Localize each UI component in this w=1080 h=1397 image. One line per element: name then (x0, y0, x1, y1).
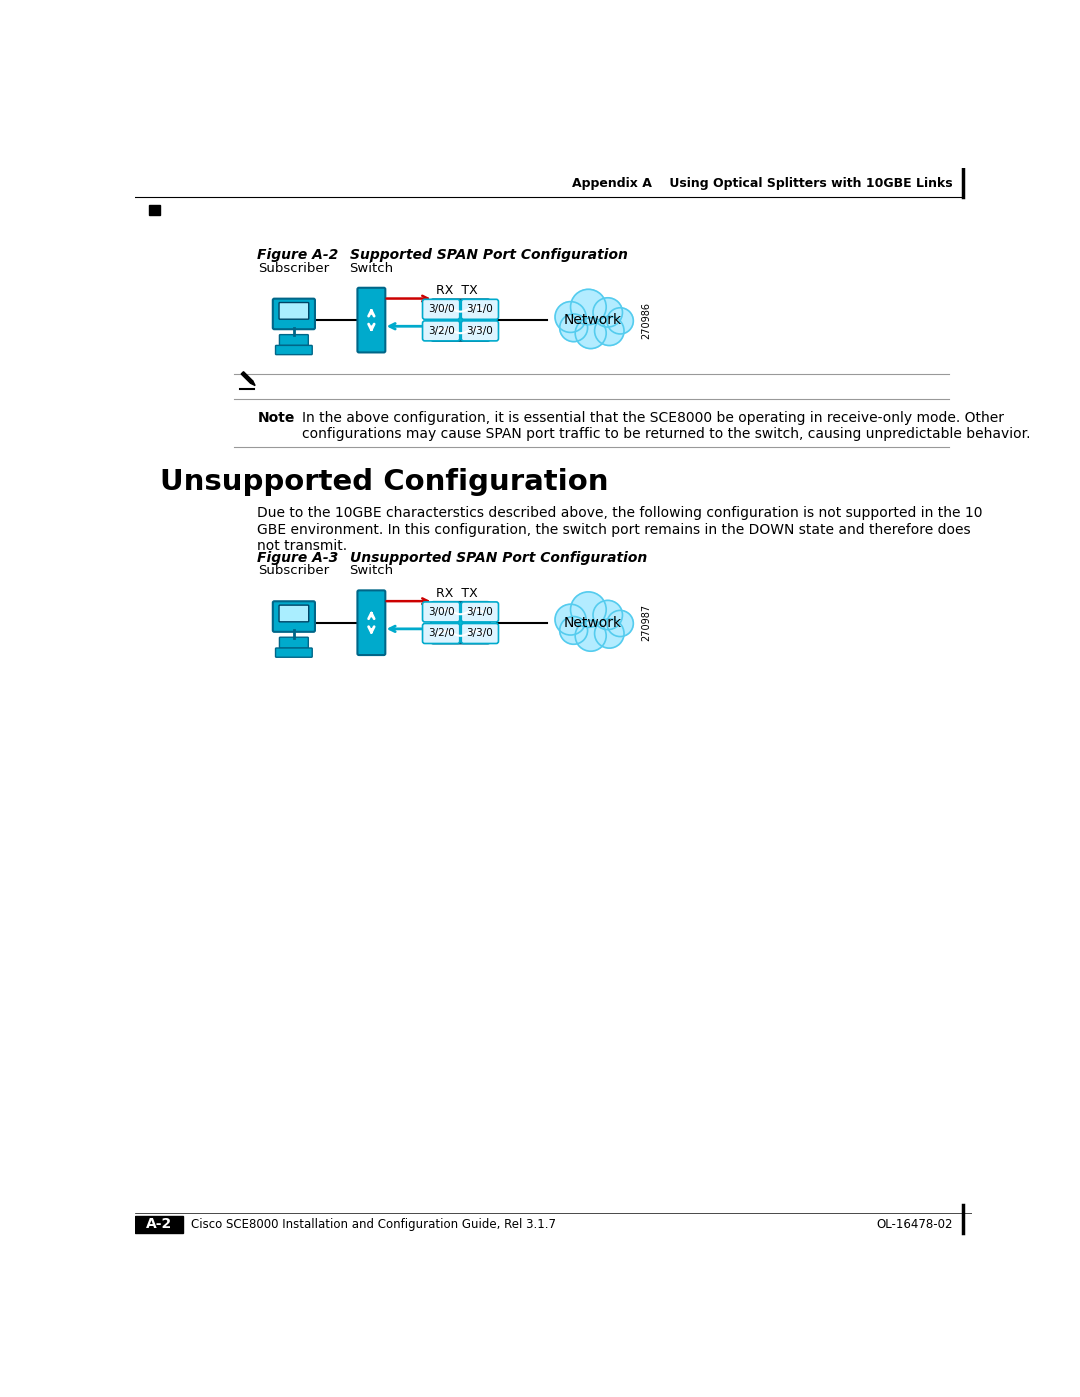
Circle shape (607, 307, 633, 334)
Circle shape (607, 610, 633, 637)
Text: Switch: Switch (349, 261, 393, 275)
FancyBboxPatch shape (275, 345, 312, 355)
Circle shape (595, 619, 624, 648)
Text: 3/2/0: 3/2/0 (428, 629, 455, 638)
FancyBboxPatch shape (275, 648, 312, 657)
Text: Switch: Switch (349, 564, 393, 577)
Circle shape (595, 316, 624, 345)
Text: Due to the 10GBE characterstics described above, the following configuration is : Due to the 10GBE characterstics describe… (257, 507, 983, 553)
FancyBboxPatch shape (461, 602, 499, 622)
Text: 3/1/0: 3/1/0 (467, 606, 494, 617)
Text: 3/2/0: 3/2/0 (428, 326, 455, 335)
FancyBboxPatch shape (422, 623, 460, 644)
Text: 3/3/0: 3/3/0 (467, 629, 494, 638)
Text: 3/3/0: 3/3/0 (467, 326, 494, 335)
Text: RX  TX: RX TX (436, 587, 478, 599)
Text: Unsupported Configuration: Unsupported Configuration (160, 468, 608, 496)
FancyBboxPatch shape (431, 602, 490, 644)
Circle shape (593, 298, 622, 327)
FancyBboxPatch shape (280, 637, 308, 648)
Text: OL-16478-02: OL-16478-02 (876, 1218, 953, 1231)
FancyBboxPatch shape (279, 303, 309, 319)
Circle shape (559, 616, 588, 644)
Circle shape (570, 592, 606, 627)
Text: Subscriber: Subscriber (258, 261, 329, 275)
Circle shape (559, 314, 588, 342)
FancyBboxPatch shape (273, 299, 315, 330)
FancyBboxPatch shape (422, 299, 460, 320)
Circle shape (555, 302, 586, 332)
FancyBboxPatch shape (461, 321, 499, 341)
Text: 3/1/0: 3/1/0 (467, 305, 494, 314)
Text: Note: Note (257, 411, 295, 425)
Text: 3/0/0: 3/0/0 (428, 305, 455, 314)
Text: Unsupported SPAN Port Configuration: Unsupported SPAN Port Configuration (350, 550, 648, 566)
Text: Network: Network (563, 616, 621, 630)
Text: Appendix A    Using Optical Splitters with 10GBE Links: Appendix A Using Optical Splitters with … (572, 176, 953, 190)
Circle shape (555, 605, 586, 636)
FancyBboxPatch shape (357, 288, 386, 352)
FancyBboxPatch shape (422, 321, 460, 341)
FancyBboxPatch shape (357, 591, 386, 655)
FancyBboxPatch shape (422, 602, 460, 622)
Text: A-2: A-2 (146, 1217, 172, 1231)
Text: In the above configuration, it is essential that the SCE8000 be operating in rec: In the above configuration, it is essent… (301, 411, 1030, 441)
FancyBboxPatch shape (461, 299, 499, 320)
Circle shape (576, 317, 606, 349)
FancyBboxPatch shape (279, 605, 309, 622)
Text: 3/0/0: 3/0/0 (428, 606, 455, 617)
Text: Subscriber: Subscriber (258, 564, 329, 577)
FancyBboxPatch shape (280, 335, 308, 345)
Circle shape (576, 620, 606, 651)
Text: Cisco SCE8000 Installation and Configuration Guide, Rel 3.1.7: Cisco SCE8000 Installation and Configura… (191, 1218, 556, 1231)
Text: 270987: 270987 (642, 604, 651, 641)
Polygon shape (251, 381, 255, 386)
Text: Supported SPAN Port Configuration: Supported SPAN Port Configuration (350, 249, 629, 263)
FancyBboxPatch shape (273, 601, 315, 631)
Text: Figure A-3: Figure A-3 (257, 550, 339, 566)
Circle shape (570, 289, 606, 324)
Text: 270986: 270986 (642, 302, 651, 338)
FancyBboxPatch shape (135, 1215, 183, 1232)
Polygon shape (241, 372, 253, 383)
Text: Figure A-2: Figure A-2 (257, 249, 339, 263)
Text: Network: Network (563, 313, 621, 327)
Text: RX  TX: RX TX (436, 285, 478, 298)
FancyBboxPatch shape (431, 299, 490, 341)
FancyBboxPatch shape (461, 623, 499, 644)
Circle shape (593, 601, 622, 630)
FancyBboxPatch shape (149, 204, 160, 215)
